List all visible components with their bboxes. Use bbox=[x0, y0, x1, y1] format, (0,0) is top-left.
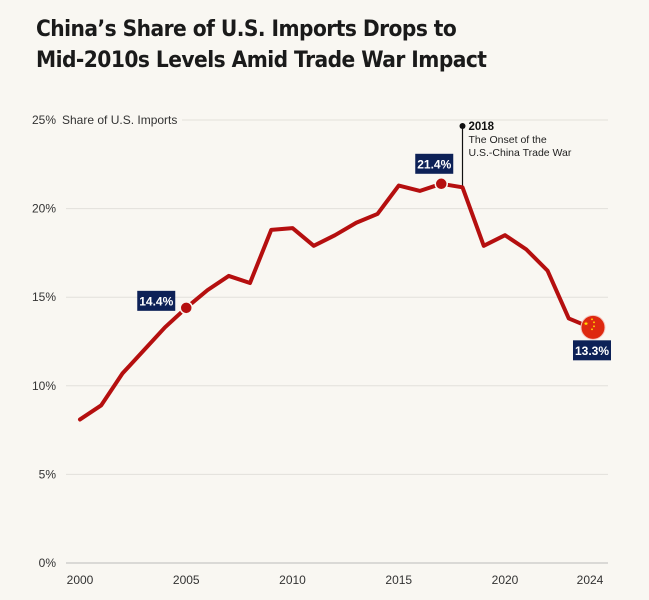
flag-small-star-icon bbox=[591, 318, 593, 321]
x-tick-label: 2010 bbox=[279, 573, 306, 587]
series-line bbox=[78, 181, 592, 422]
y-tick-label: 25% bbox=[32, 113, 56, 127]
value-label: 13.3% bbox=[575, 344, 609, 358]
flag-small-star-icon bbox=[591, 328, 593, 331]
event-text-line2: U.S.-China Trade War bbox=[469, 147, 572, 159]
x-tick-label: 2024 bbox=[577, 573, 604, 587]
event-dot bbox=[459, 123, 466, 129]
value-label-box bbox=[137, 290, 176, 311]
title-line-2: Mid-2010s Levels Amid Trade War Impact bbox=[36, 48, 487, 73]
value-label-box bbox=[415, 153, 454, 174]
flag-small-star-icon bbox=[593, 321, 595, 324]
x-tick-label: 2020 bbox=[492, 573, 519, 587]
x-tick-label: 2005 bbox=[173, 573, 200, 587]
x-tick-label: 2015 bbox=[385, 573, 412, 587]
highlight-marker bbox=[179, 301, 193, 315]
highlight-marker bbox=[434, 177, 448, 191]
flag-small-star-icon bbox=[593, 325, 595, 328]
y-tick-label: 10% bbox=[32, 379, 56, 393]
y-tick-label: 15% bbox=[32, 290, 56, 304]
event-text-line1: The Onset of the bbox=[469, 134, 547, 146]
china-flag-icon bbox=[580, 314, 606, 340]
y-tick-label: 5% bbox=[39, 467, 57, 481]
y-axis-label: Share of U.S. Imports bbox=[62, 113, 177, 127]
y-tick-label: 20% bbox=[32, 202, 56, 216]
flag-star-icon bbox=[583, 321, 589, 326]
chart-title: China’s Share of U.S. Imports Drops to M… bbox=[36, 14, 588, 76]
title-line-1: China’s Share of U.S. Imports Drops to bbox=[36, 17, 457, 42]
event-year: 2018 bbox=[469, 121, 495, 133]
value-label: 14.4% bbox=[139, 294, 173, 308]
y-tick-label: 0% bbox=[39, 556, 57, 570]
value-label: 21.4% bbox=[417, 157, 451, 171]
x-tick-label: 2000 bbox=[67, 573, 94, 587]
value-label-box bbox=[573, 340, 611, 361]
